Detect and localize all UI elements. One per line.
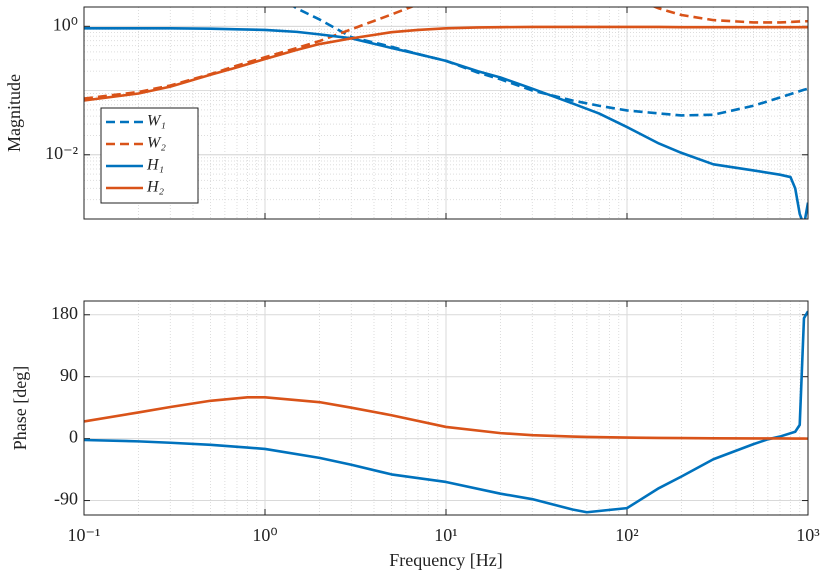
plot-lines	[84, 310, 808, 514]
y-tick-label: -90	[54, 489, 78, 509]
plot-lines	[84, 7, 808, 219]
y-tick-label: 0	[69, 427, 78, 447]
series-line	[84, 7, 808, 100]
x-tick-label: 10⁰	[252, 525, 277, 545]
x-axis-label: Frequency [Hz]	[389, 550, 502, 570]
y-axis-label: Magnitude	[4, 74, 24, 152]
x-tick-label: 10³	[796, 525, 820, 545]
legend-label: H₂	[146, 179, 165, 196]
x-tick-label: 10¹	[434, 525, 457, 545]
x-tick-label: 10²	[615, 525, 638, 545]
y-axis-label: Phase [deg]	[10, 366, 30, 450]
series-line	[84, 310, 808, 514]
axes-box	[83, 300, 809, 516]
y-tick-label: 180	[51, 303, 78, 323]
axes-box	[83, 6, 809, 220]
series-line	[84, 396, 808, 440]
legend-label: H₁	[146, 157, 164, 174]
y-tick-label: 10⁻²	[45, 143, 78, 163]
legend-label: W₂	[147, 135, 166, 152]
series-line	[84, 25, 808, 102]
legend-label: W₁	[147, 113, 166, 130]
series-line	[84, 27, 808, 219]
y-tick-label: 90	[60, 365, 78, 385]
x-tick-label: 10⁻¹	[68, 525, 101, 545]
y-tick-label: 10⁰	[53, 14, 78, 34]
